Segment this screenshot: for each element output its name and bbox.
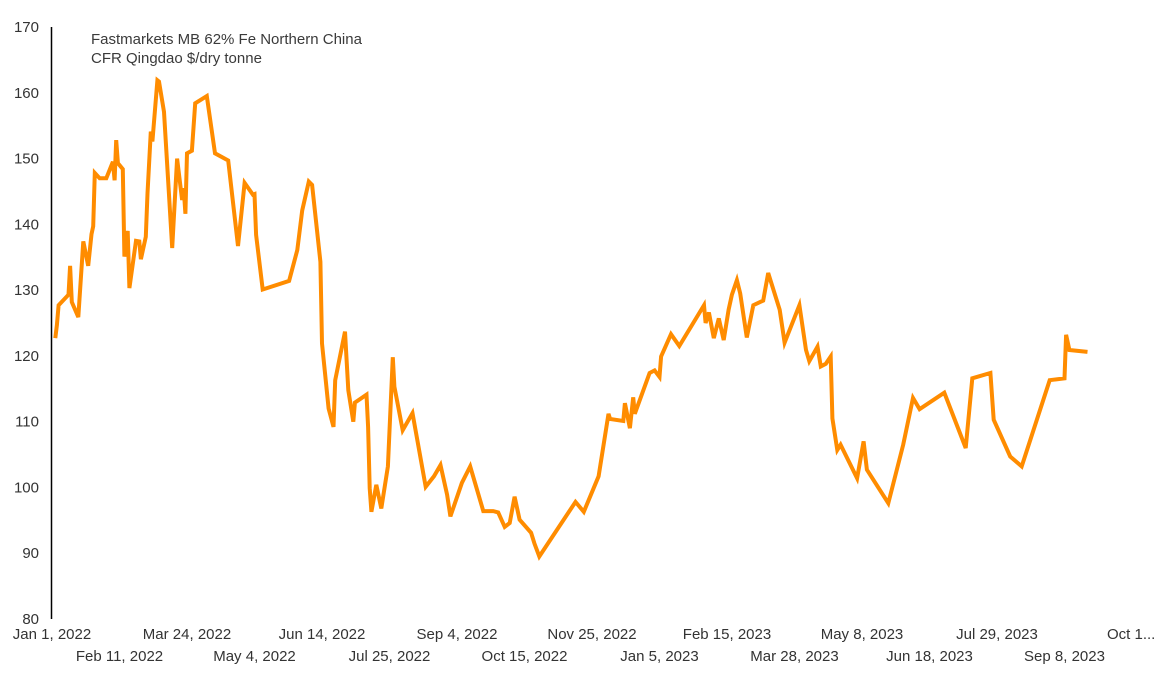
x-tick-label: Nov 25, 2022 xyxy=(547,626,636,643)
y-tick-label: 150 xyxy=(14,151,39,168)
x-tick-label: Oct 15, 2022 xyxy=(482,648,568,665)
x-tick-label: Oct 1... xyxy=(1107,626,1155,643)
x-tick-label: Feb 15, 2023 xyxy=(683,626,771,643)
chart-title-line-2: CFR Qingdao $/dry tonne xyxy=(91,50,262,67)
x-axis-ticks: Jan 1, 2022 Feb 11, 2022 Mar 24, 2022 May 4… xyxy=(13,626,1156,665)
x-tick-label: Jun 14, 2022 xyxy=(279,626,366,643)
price-series-line xyxy=(53,76,1088,561)
x-tick-label: Feb 11, 2022 xyxy=(76,648,163,665)
x-tick-label: Jan 5, 2023 xyxy=(620,648,698,665)
y-tick-label: 170 xyxy=(14,19,39,36)
x-tick-label: Mar 24, 2022 xyxy=(143,626,231,643)
x-tick-label: Jun 18, 2023 xyxy=(886,648,973,665)
y-tick-label: 110 xyxy=(15,414,39,431)
x-tick-label: Jan 1, 2022 xyxy=(13,626,91,643)
y-tick-label: 160 xyxy=(14,85,39,102)
chart-title-line-1: Fastmarkets MB 62% Fe Northern China xyxy=(91,31,363,48)
y-tick-label: 100 xyxy=(14,479,39,496)
x-tick-label: May 8, 2023 xyxy=(821,626,904,643)
x-tick-label: Jul 29, 2023 xyxy=(956,626,1038,643)
y-tick-label: 80 xyxy=(22,611,39,628)
series-points xyxy=(55,80,1088,557)
x-tick-label: May 4, 2022 xyxy=(213,648,296,665)
y-axis-ticks: 80 90 100 110 120 130 140 150 160 170 xyxy=(14,19,39,628)
x-tick-label: Mar 28, 2023 xyxy=(750,648,838,665)
y-tick-label: 140 xyxy=(14,216,39,233)
x-tick-label: Sep 8, 2023 xyxy=(1024,648,1105,665)
y-tick-label: 130 xyxy=(14,282,39,299)
x-tick-label: Sep 4, 2022 xyxy=(417,626,498,643)
y-tick-label: 120 xyxy=(14,348,39,365)
y-tick-label: 90 xyxy=(22,545,39,562)
x-tick-label: Jul 25, 2022 xyxy=(349,648,431,665)
